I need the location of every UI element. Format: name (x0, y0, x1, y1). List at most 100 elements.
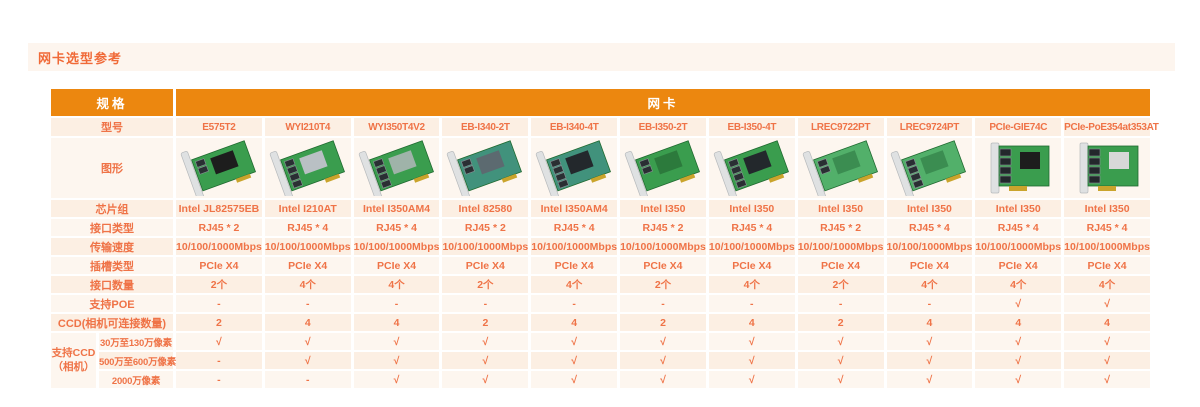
spec-cell: 10/100/1000Mbps (1064, 238, 1150, 255)
spec-cell: √ (1064, 352, 1150, 369)
spec-cell: 2 (797, 314, 884, 331)
spec-cell: √ (1064, 333, 1150, 350)
spec-cell: 10/100/1000Mbps (620, 238, 706, 255)
spec-cell: Intel I350 (975, 200, 1062, 217)
spec-cell: PCIe X4 (797, 257, 884, 274)
spec-cell: RJ45 * 4 (264, 219, 351, 236)
row-label: 接口类型 (51, 219, 174, 236)
model-name: WYI350T4V2 (353, 118, 440, 136)
spec-cell: Intel I350 (886, 200, 973, 217)
spec-cell: √ (886, 371, 973, 388)
spec-cell: RJ45 * 4 (353, 219, 440, 236)
spec-cell: - (531, 295, 618, 312)
model-name: LREC9722PT (797, 118, 884, 136)
spec-cell: √ (442, 352, 529, 369)
spec-cell: √ (353, 371, 440, 388)
nic-card-E575T2 (176, 138, 262, 198)
spec-cell: 2个 (620, 276, 706, 293)
spec-cell: 4 (264, 314, 351, 331)
spec-cell: Intel I350 (708, 200, 795, 217)
spec-cell: 10/100/1000Mbps (531, 238, 618, 255)
spec-cell: Intel I350 (1064, 200, 1150, 217)
title-band: 网卡选型参考 (28, 43, 1175, 71)
spec-cell: Intel I350AM4 (353, 200, 440, 217)
spec-cell: Intel I350AM4 (531, 200, 618, 217)
spec-cell: 4个 (264, 276, 351, 293)
spec-cell: 10/100/1000Mbps (797, 238, 884, 255)
spec-cell: √ (797, 333, 884, 350)
spec-cell: PCIe X4 (531, 257, 618, 274)
spec-cell: 4个 (1064, 276, 1150, 293)
ccd-subrow-label: 2000万像素 (99, 371, 174, 388)
spec-cell: PCIe X4 (620, 257, 706, 274)
spec-cell: Intel I210AT (264, 200, 351, 217)
model-name: EB-I340-4T (531, 118, 618, 136)
spec-cell: 4个 (531, 276, 618, 293)
ccd-group-row: 支持CCD （相机） 30万至130万像素 √ √ √ √ √ √ √ √ √ √ √ (51, 333, 1150, 388)
ccd-group-label-line2: （相机） (52, 360, 95, 373)
nic-card-LREC9724PT (886, 138, 973, 198)
spec-cell: 4 (353, 314, 440, 331)
spec-cell: √ (708, 371, 795, 388)
spec-cell: 10/100/1000Mbps (975, 238, 1062, 255)
ccd-subrow-label: 500万至600万像素 (99, 352, 176, 369)
spec-cell: 2 (442, 314, 529, 331)
spec-cell: √ (264, 352, 351, 369)
nic-card-EB-I340-2T (442, 138, 529, 198)
spec-cell: 4 (531, 314, 618, 331)
spec-cell: Intel I350 (797, 200, 884, 217)
spec-cell: √ (353, 333, 440, 350)
spec-row: 芯片组 Intel JL82575EB Intel I210AT Intel I350… (51, 200, 1150, 217)
spec-cell: PCIe X4 (975, 257, 1062, 274)
spec-cell: - (797, 295, 884, 312)
spec-cell: √ (620, 371, 706, 388)
spec-cell: RJ45 * 2 (620, 219, 706, 236)
spec-cell: √ (1064, 295, 1150, 312)
spec-cell: √ (886, 352, 973, 369)
spec-cell: 4 (886, 314, 973, 331)
spec-cell: √ (708, 333, 795, 350)
spec-cell: √ (975, 333, 1062, 350)
row-label: 传输速度 (51, 238, 174, 255)
model-name: EB-I340-2T (442, 118, 529, 136)
model-name: EB-I350-2T (620, 118, 706, 136)
spec-cell: √ (353, 352, 440, 369)
spec-cell: √ (531, 352, 618, 369)
spec-cell: 4 (1064, 314, 1150, 331)
spec-cell: RJ45 * 4 (531, 219, 618, 236)
image-row: 图形 (51, 138, 1150, 198)
spec-cell: 10/100/1000Mbps (176, 238, 262, 255)
spec-cell: √ (531, 333, 618, 350)
spec-cell: - (264, 371, 351, 388)
nic-card-LREC9722PT (797, 138, 884, 198)
spec-cell: PCIe X4 (886, 257, 973, 274)
row-label: 接口数量 (51, 276, 174, 293)
spec-cell: PCIe X4 (264, 257, 351, 274)
spec-cell: Intel 82580 (442, 200, 529, 217)
spec-row: 接口数量 2个 4个 4个 2个 4个 2个 4个 2个 4个 4个 4个 (51, 276, 1150, 293)
spec-cell: √ (264, 333, 351, 350)
ccd-group-label-line1: 支持CCD (51, 346, 96, 359)
spec-cell: 2个 (797, 276, 884, 293)
spec-row: CCD(相机可连接数量) 2 4 4 2 4 2 4 2 4 4 4 (51, 314, 1150, 331)
ccd-group-label: 支持CCD （相机） (51, 333, 96, 388)
nic-group-header: 网卡 (176, 89, 1150, 116)
row-label: 支持POE (51, 295, 174, 312)
spec-cell: √ (442, 333, 529, 350)
spec-cell: - (620, 295, 706, 312)
ccd-subrow-label: 30万至130万像素 (99, 333, 174, 350)
spec-cell: √ (975, 371, 1062, 388)
spec-column-header: 规格 (51, 89, 174, 116)
spec-cell: √ (975, 295, 1062, 312)
spec-cell: PCIe X4 (176, 257, 262, 274)
row-label-image: 图形 (51, 138, 174, 198)
spec-cell: RJ45 * 4 (708, 219, 795, 236)
spec-cell: 10/100/1000Mbps (886, 238, 973, 255)
spec-cell: 10/100/1000Mbps (264, 238, 351, 255)
spec-cell: 4 (708, 314, 795, 331)
spec-cell: √ (531, 371, 618, 388)
model-name: EB-I350-4T (708, 118, 795, 136)
spec-cell: PCIe X4 (708, 257, 795, 274)
spec-cell: √ (620, 333, 706, 350)
spec-cell: 2 (620, 314, 706, 331)
